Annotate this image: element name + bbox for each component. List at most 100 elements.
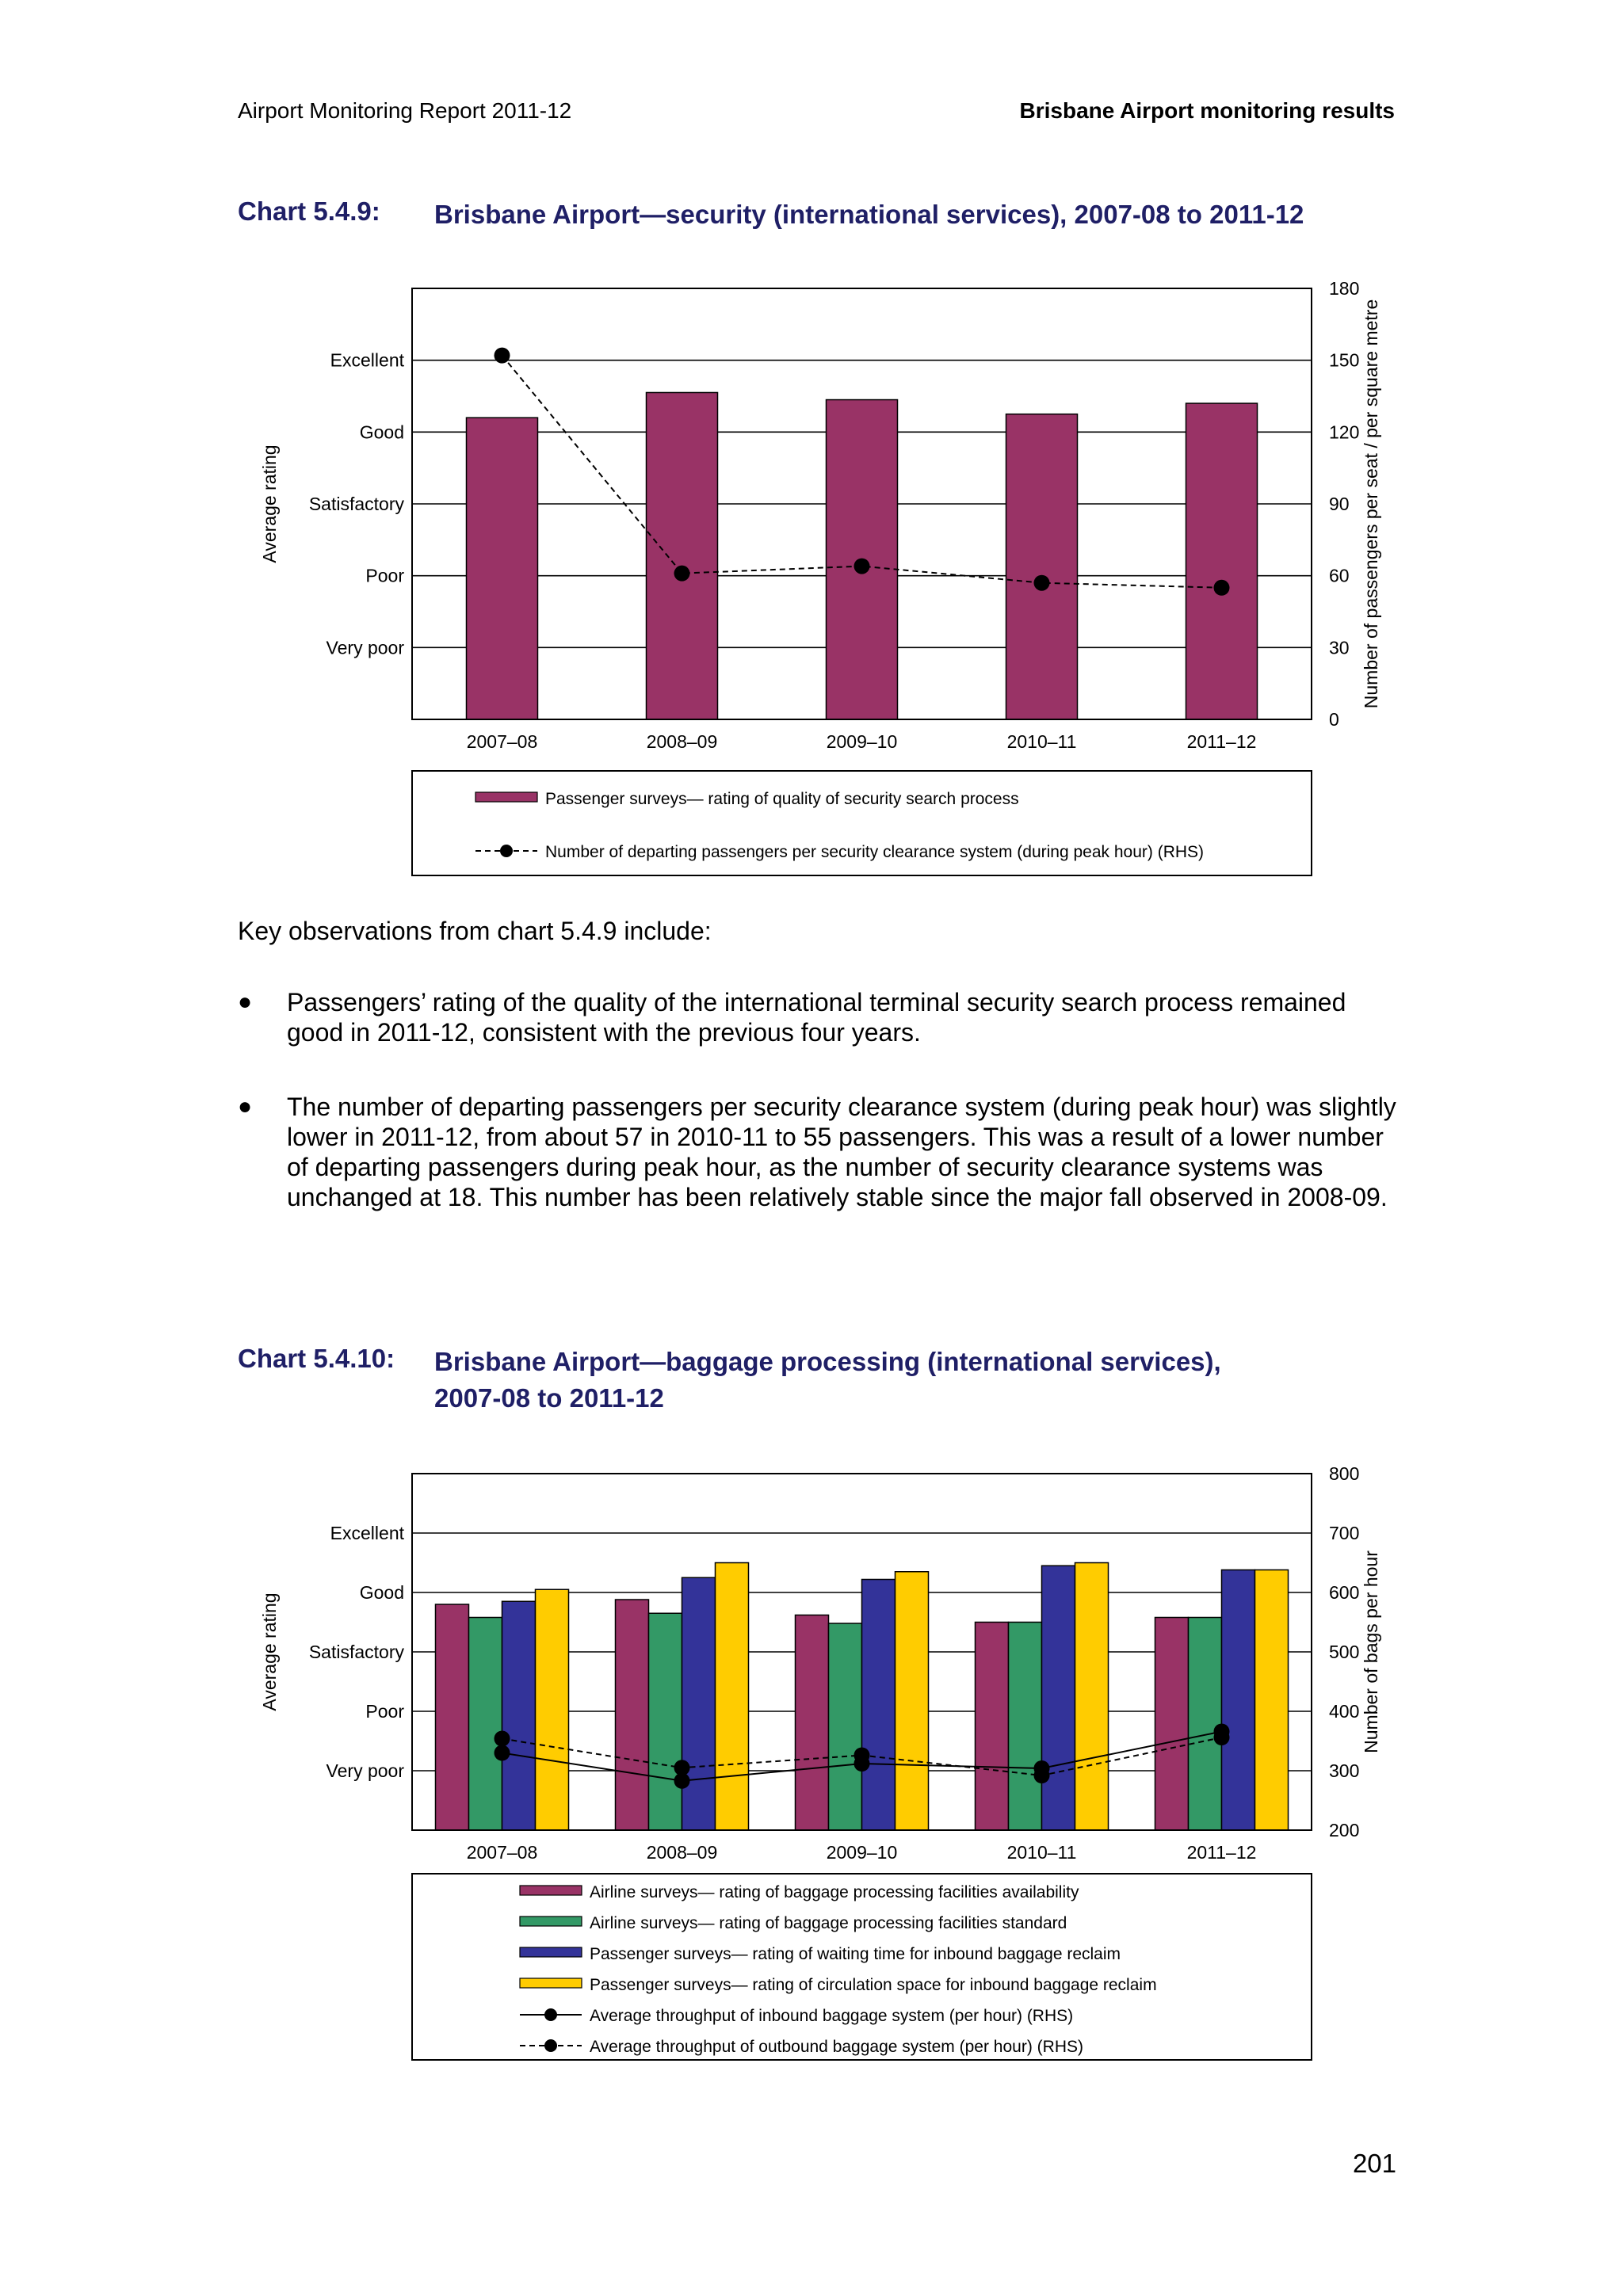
legend-box bbox=[411, 1873, 1312, 2061]
left-tick-label: Excellent bbox=[330, 350, 405, 371]
x-tick-label: 2011–12 bbox=[1187, 1842, 1257, 1863]
bar bbox=[861, 1578, 896, 1831]
line-point bbox=[1213, 1730, 1230, 1745]
line-point bbox=[494, 1730, 510, 1747]
legend-swatch bbox=[475, 791, 538, 803]
bullet-icon: ● bbox=[238, 1093, 253, 1119]
line-point bbox=[674, 1772, 690, 1789]
bar bbox=[1185, 402, 1258, 720]
bar bbox=[1220, 1569, 1256, 1831]
right-tick-label: 400 bbox=[1329, 1701, 1359, 1722]
line-point bbox=[494, 347, 510, 364]
bar bbox=[465, 417, 539, 720]
x-tick-label: 2007–08 bbox=[467, 1842, 538, 1863]
left-tick-label: Satisfactory bbox=[309, 1642, 405, 1662]
x-tick-label: 2008–09 bbox=[647, 731, 718, 752]
observation-text-1: Passengers’ rating of the quality of the… bbox=[287, 988, 1346, 1047]
line-point bbox=[494, 1745, 510, 1761]
legend-label: Airline surveys— rating of baggage proce… bbox=[590, 1883, 1079, 1901]
bar bbox=[1007, 1621, 1043, 1831]
plot-frame bbox=[411, 1473, 1312, 1831]
x-tick-label: 2008–09 bbox=[647, 1842, 718, 1863]
right-axis-label: Number of passengers per seat / per squa… bbox=[1361, 299, 1381, 708]
x-tick-label: 2007–08 bbox=[467, 731, 538, 752]
left-tick-label: Poor bbox=[365, 566, 404, 586]
right-tick-label: 90 bbox=[1329, 494, 1350, 514]
bar bbox=[1187, 1616, 1223, 1831]
x-tick-label: 2010–11 bbox=[1007, 731, 1077, 752]
x-tick-label: 2010–11 bbox=[1007, 1842, 1077, 1863]
left-tick-label: Good bbox=[360, 1582, 404, 1603]
right-tick-label: 0 bbox=[1329, 709, 1339, 730]
chart2-number: Chart 5.4.10: bbox=[238, 1344, 395, 1373]
line-point bbox=[854, 558, 870, 574]
right-tick-label: 300 bbox=[1329, 1760, 1359, 1781]
legend-label: Passenger surveys— rating of quality of … bbox=[545, 790, 1019, 808]
left-tick-label: Good bbox=[360, 421, 404, 442]
legend-label: Passenger surveys— rating of waiting tim… bbox=[590, 1945, 1121, 1963]
legend-swatch bbox=[519, 1978, 582, 1989]
legend-label: Airline surveys— rating of baggage proce… bbox=[590, 1914, 1067, 1932]
legend-label: Passenger surveys— rating of circulation… bbox=[590, 1976, 1157, 1994]
left-tick-label: Poor bbox=[365, 1701, 404, 1722]
legend-swatch bbox=[519, 1916, 582, 1927]
legend-swatch bbox=[519, 1885, 582, 1896]
bar bbox=[681, 1577, 716, 1831]
right-tick-label: 30 bbox=[1329, 637, 1350, 658]
bar bbox=[974, 1621, 1010, 1831]
line-point bbox=[674, 1760, 690, 1776]
chart2-title-text: Brisbane Airport—baggage processing (int… bbox=[434, 1347, 1221, 1413]
left-tick-label: Very poor bbox=[327, 1760, 405, 1781]
bar bbox=[614, 1599, 650, 1831]
right-tick-label: 150 bbox=[1329, 350, 1359, 371]
chart1-title-text: Brisbane Airport—security (international… bbox=[434, 200, 1304, 229]
legend-marker bbox=[500, 845, 513, 857]
observations-intro: Key observations from chart 5.4.9 includ… bbox=[238, 917, 712, 945]
legend-label: Number of departing passengers per secur… bbox=[545, 843, 1204, 861]
bar bbox=[1005, 413, 1079, 720]
x-tick-label: 2009–10 bbox=[827, 1842, 898, 1863]
bullet-icon: ● bbox=[238, 989, 253, 1015]
header-right: Brisbane Airport monitoring results bbox=[1019, 98, 1395, 123]
legend-marker bbox=[544, 2008, 557, 2021]
legend-label: Average throughput of outbound baggage s… bbox=[590, 2038, 1083, 2056]
left-tick-label: Satisfactory bbox=[309, 494, 405, 514]
bar bbox=[1041, 1565, 1076, 1831]
right-tick-label: 120 bbox=[1329, 421, 1359, 442]
bar bbox=[501, 1600, 537, 1831]
baggage-chart: Very poor Poor Satisfactory Good Excellent Av… bbox=[259, 1463, 1381, 2061]
right-tick-label: 180 bbox=[1329, 278, 1359, 299]
chart1-number: Chart 5.4.9: bbox=[238, 196, 380, 226]
bar bbox=[1154, 1616, 1190, 1831]
right-tick-label: 200 bbox=[1329, 1820, 1359, 1840]
page-number: 201 bbox=[1352, 2149, 1396, 2178]
bar bbox=[827, 1623, 863, 1831]
right-tick-label: 700 bbox=[1329, 1523, 1359, 1543]
x-tick-label: 2009–10 bbox=[827, 731, 898, 752]
bar bbox=[647, 1612, 683, 1831]
security-chart: Very poor Poor Satisfactory Good Excellent Av… bbox=[259, 278, 1381, 876]
left-axis-label: Average rating bbox=[259, 1592, 280, 1711]
line-point bbox=[1033, 1768, 1050, 1783]
bar bbox=[794, 1614, 830, 1831]
line-point bbox=[674, 565, 690, 582]
legend-label: Average throughput of inbound baggage sy… bbox=[590, 2007, 1073, 2025]
bar bbox=[894, 1571, 930, 1831]
plot-frame bbox=[411, 288, 1312, 720]
right-tick-label: 500 bbox=[1329, 1642, 1359, 1662]
left-axis-label: Average rating bbox=[259, 444, 280, 563]
line-point bbox=[1033, 574, 1050, 591]
legend-marker bbox=[544, 2039, 557, 2052]
line-point bbox=[854, 1747, 870, 1764]
left-tick-label: Very poor bbox=[327, 637, 405, 658]
right-tick-label: 600 bbox=[1329, 1582, 1359, 1603]
bar bbox=[468, 1616, 503, 1831]
bar bbox=[714, 1562, 750, 1831]
right-axis-label: Number of bags per hour bbox=[1361, 1550, 1381, 1753]
bar bbox=[645, 391, 719, 720]
line-point bbox=[1213, 579, 1230, 596]
legend-box bbox=[411, 770, 1312, 876]
bar bbox=[434, 1604, 470, 1831]
observation-text-2: The number of departing passengers per s… bbox=[287, 1093, 1396, 1211]
right-tick-label: 60 bbox=[1329, 566, 1350, 586]
